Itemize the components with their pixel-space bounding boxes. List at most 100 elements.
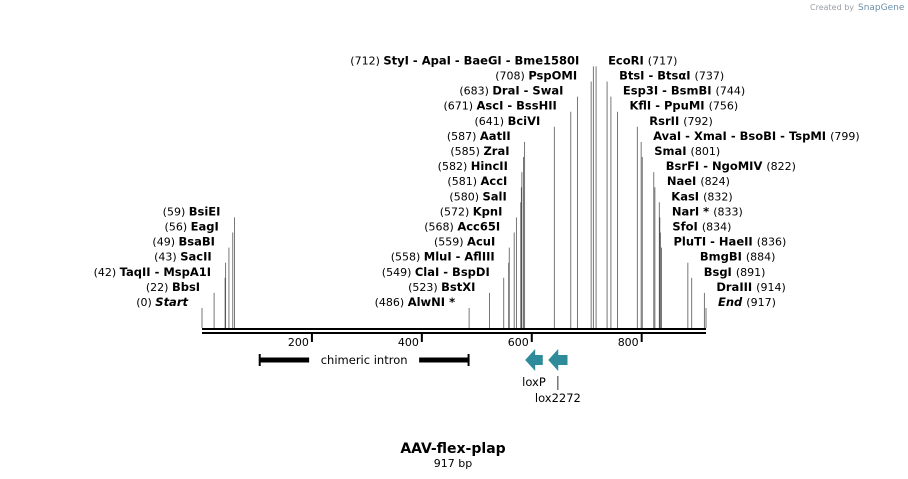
site-pspomi[interactable]: (708) PspOMI [495,69,577,83]
site-label: BsrFI - NgoMIV (822) [666,159,796,173]
site-eagi[interactable]: (56) EagI [165,220,219,234]
site-label: (486) AlwNI * [375,295,455,309]
site-drai-swai[interactable]: (683) DraI - SwaI [459,84,563,98]
site-bcivi[interactable]: (641) BciVI [475,114,541,128]
site-smai[interactable]: SmaI (801) [654,144,720,158]
feature-chimeric-intron[interactable]: chimeric intron [258,353,470,367]
feature-label: loxP [522,375,546,389]
site-label: (572) KpnI [440,204,503,218]
site-label: (641) BciVI [475,114,541,128]
site-kasi[interactable]: KasI (832) [671,189,732,203]
map-title: AAV-flex-plap [400,441,505,457]
site-zrai[interactable]: (585) ZraI [450,144,509,158]
backbone [202,328,706,334]
site-btsi-bts-i[interactable]: BtsI - BtsαI (737) [619,69,724,83]
site-bbsi[interactable]: (22) BbsI [146,280,200,294]
site-label: (559) AcuI [434,235,495,249]
site-label: NaeI (824) [667,174,730,188]
site-label: (712) StyI - ApaI - BaeGI - Bme1580I [350,53,579,67]
site-nari[interactable]: NarI * (833) [672,204,743,218]
map-title-block: AAV-flex-plap 917 bp [400,441,505,470]
site-label: KflI - PpuMI (756) [630,99,739,113]
site-label: SfoI (834) [672,220,731,234]
credit-brand: SnapGene [858,3,905,13]
site-label: RsrII (792) [649,114,713,128]
site-label: (585) ZraI [450,144,509,158]
site-label: (56) EagI [165,220,219,234]
site-label: (581) AccI [447,174,507,188]
site-label: (568) Acc65I [424,220,500,234]
feature-bar-right [419,357,469,363]
site-kpni[interactable]: (572) KpnI [440,204,503,218]
site-hincii[interactable]: (582) HincII [438,159,508,173]
map-length: 917 bp [434,457,472,470]
feature-arrow [525,349,543,371]
site-kfli-ppumi[interactable]: KflI - PpuMI (756) [630,99,739,113]
feature-label: chimeric intron [321,353,408,367]
site-taqii-mspa1i[interactable]: (42) TaqII - MspA1I [94,265,211,279]
site-label: End (917) [718,295,776,309]
site-label: (549) ClaI - BspDI [382,265,490,279]
site-bstxi[interactable]: (523) BstXI [408,280,475,294]
site-draiii[interactable]: DraIII (914) [716,280,785,294]
site-label: (49) BsaBI [152,235,215,249]
tick-label-800: 800 [618,336,639,349]
site-sfoi[interactable]: SfoI (834) [672,220,731,234]
site-bmgbi[interactable]: BmgBI (884) [700,250,776,264]
site-label: AvaI - XmaI - BsoBI - TspMI (799) [653,129,860,143]
site-esp3i-bsmbi[interactable]: Esp3I - BsmBI (744) [623,84,745,98]
site-rsrii[interactable]: RsrII (792) [649,114,713,128]
site-label: NarI * (833) [672,204,743,218]
site-acci[interactable]: (581) AccI [447,174,507,188]
site-label: (42) TaqII - MspA1I [94,265,211,279]
site-label: BmgBI (884) [700,250,776,264]
site-label: (0) Start [136,295,188,309]
site-end[interactable]: End (917) [718,295,776,309]
site-bsiei[interactable]: (59) BsiEI [163,204,221,218]
site-label: DraIII (914) [716,280,785,294]
site-clai-bspdi[interactable]: (549) ClaI - BspDI [382,265,490,279]
feature-lox2272[interactable]: lox2272 [535,349,581,405]
site-label: (683) DraI - SwaI [459,84,563,98]
site-bsgi[interactable]: BsgI (891) [704,265,766,279]
site-start[interactable]: (0) Start [136,295,188,309]
site-asci-bsshii[interactable]: (671) AscI - BssHII [443,99,556,113]
site-label: Esp3I - BsmBI (744) [623,84,745,98]
site-label: (43) SacII [154,250,212,264]
site-naei[interactable]: NaeI (824) [667,174,730,188]
site-acui[interactable]: (559) AcuI [434,235,495,249]
site-sali[interactable]: (580) SalI [449,189,506,203]
credit-prefix: Created by [810,3,854,12]
site-bsabi[interactable]: (49) BsaBI [152,235,215,249]
site-lines [201,66,707,328]
ruler-ticks: 200 400 600 800 [288,333,643,349]
site-ecori[interactable]: EcoRI (717) [608,53,677,67]
site-label: (580) SalI [449,189,506,203]
site-label: (59) BsiEI [163,204,221,218]
site-label: (708) PspOMI [495,69,577,83]
site-label: (523) BstXI [408,280,475,294]
site-styi-apai-baegi-bme1580i[interactable]: (712) StyI - ApaI - BaeGI - Bme1580I [350,53,579,67]
site-label: (22) BbsI [146,280,200,294]
site-label: (582) HincII [438,159,508,173]
feature-label: lox2272 [535,391,581,405]
site-mlui-afliii[interactable]: (558) MluI - AflIII [391,250,495,264]
site-label: BtsI - BtsαI (737) [619,69,724,83]
site-sacii[interactable]: (43) SacII [154,250,212,264]
tick-label-400: 400 [398,336,419,349]
site-label: SmaI (801) [654,144,720,158]
feature-bar-left [259,357,310,363]
feature-loxp[interactable]: loxP [522,349,546,389]
site-pluti-haeii[interactable]: PluTI - HaeII (836) [673,235,786,249]
snapgene-credit: Created by SnapGene [810,3,905,13]
site-label: (587) AatII [447,129,511,143]
site-bsrfi-ngomiv[interactable]: BsrFI - NgoMIV (822) [666,159,796,173]
site-avai-xmai-bsobi-tspmi[interactable]: AvaI - XmaI - BsoBI - TspMI (799) [653,129,860,143]
site-acc65i[interactable]: (568) Acc65I [424,220,500,234]
feature-arrow [548,349,568,371]
tick-label-200: 200 [288,336,309,349]
site-label: KasI (832) [671,189,732,203]
site-aatii[interactable]: (587) AatII [447,129,511,143]
site-alwni[interactable]: (486) AlwNI * [375,295,455,309]
